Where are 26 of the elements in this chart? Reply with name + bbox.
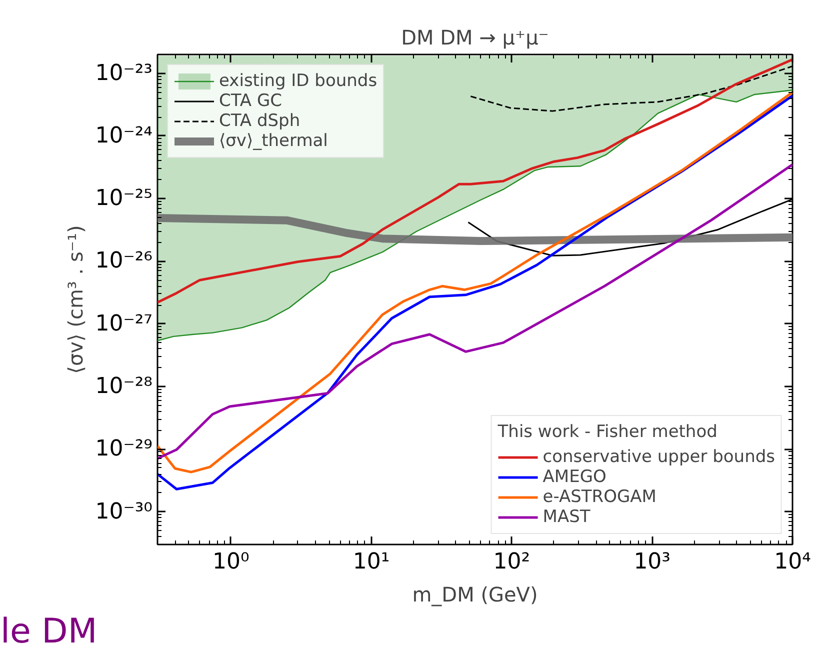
y-tick-label: 10⁻³⁰	[95, 499, 153, 524]
y-tick-label: 10⁻²⁴	[95, 123, 153, 148]
legend-label: MAST	[542, 507, 590, 527]
x-tick-label: 10²	[493, 550, 530, 574]
x-tick-label: 10⁴	[774, 550, 812, 574]
x-tick-label: 10¹	[352, 550, 390, 574]
x-axis-title: m_DM (GeV)	[412, 582, 538, 606]
x-tick-label: 10³	[634, 550, 671, 574]
y-tick-label: 10⁻²⁵	[95, 186, 153, 212]
legend-label: CTA dSph	[219, 111, 300, 131]
x-tick-label: 10⁰	[212, 550, 250, 574]
legend-label: CTA GC	[219, 91, 282, 111]
y-tick-label: 10⁻²⁹	[95, 436, 153, 462]
legend-label: ⟨σv⟩_thermal	[219, 131, 328, 151]
legend-label: conservative upper bounds	[542, 447, 775, 467]
legend-label: existing ID bounds	[219, 71, 378, 91]
y-tick-label: 10⁻²³	[95, 60, 153, 86]
y-tick-label: 10⁻²⁷	[95, 311, 153, 336]
legend-title: This work - Fisher method	[498, 422, 718, 442]
legend-label: AMEGO	[542, 467, 606, 487]
y-tick-label: 10⁻²⁸	[95, 374, 153, 399]
y-axis-title: ⟨σv⟩ (cm³ . s⁻¹)	[63, 225, 88, 374]
chart-title: DM DM → μ⁺μ⁻	[401, 26, 549, 50]
legend-label: e-ASTROGAM	[542, 487, 656, 507]
y-tick-label: 10⁻²⁶	[95, 248, 153, 274]
text: le DM	[0, 612, 98, 651]
